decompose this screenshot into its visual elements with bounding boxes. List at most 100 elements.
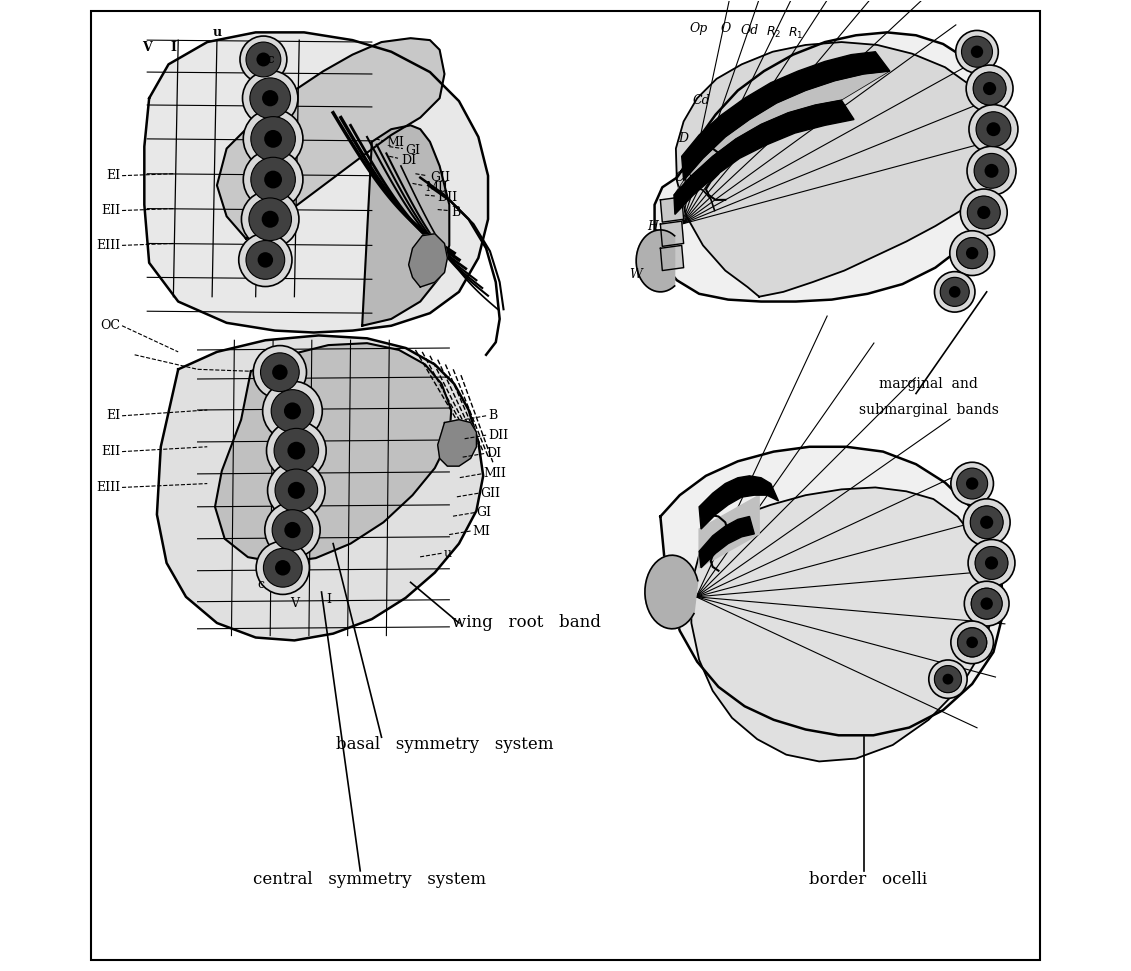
Polygon shape <box>157 335 483 641</box>
Text: W: W <box>629 268 641 281</box>
Circle shape <box>273 510 313 551</box>
Circle shape <box>262 90 278 107</box>
Text: DI: DI <box>486 447 501 460</box>
Circle shape <box>261 211 278 228</box>
Text: DII: DII <box>438 191 458 205</box>
Circle shape <box>277 471 316 510</box>
Circle shape <box>967 196 1000 229</box>
Polygon shape <box>637 230 674 292</box>
Circle shape <box>976 547 1008 579</box>
Text: EII: EII <box>101 204 120 218</box>
Text: V: V <box>290 597 299 610</box>
Circle shape <box>958 628 986 656</box>
Circle shape <box>957 468 987 499</box>
Text: MI: MI <box>473 524 491 538</box>
Circle shape <box>249 198 292 241</box>
Circle shape <box>260 352 300 391</box>
Circle shape <box>983 82 996 95</box>
Text: B: B <box>489 410 498 422</box>
Circle shape <box>239 233 292 286</box>
Polygon shape <box>438 419 476 466</box>
Circle shape <box>986 122 1001 136</box>
Circle shape <box>240 36 287 83</box>
Circle shape <box>934 272 975 312</box>
Text: basal   symmetry   system: basal symmetry system <box>336 736 553 753</box>
Polygon shape <box>661 447 1003 735</box>
Polygon shape <box>215 343 451 563</box>
Circle shape <box>977 206 991 219</box>
Text: O: O <box>720 22 731 35</box>
Polygon shape <box>674 100 854 215</box>
Circle shape <box>265 130 282 148</box>
Circle shape <box>966 247 978 259</box>
Text: GII: GII <box>430 171 450 184</box>
Circle shape <box>265 502 320 557</box>
Circle shape <box>969 105 1018 153</box>
Text: EII: EII <box>101 445 120 458</box>
Circle shape <box>241 190 299 248</box>
Circle shape <box>972 588 1002 619</box>
Text: DII: DII <box>489 428 508 442</box>
Circle shape <box>966 478 978 489</box>
Circle shape <box>970 506 1003 539</box>
Circle shape <box>242 71 297 126</box>
Circle shape <box>973 72 1007 105</box>
Circle shape <box>964 499 1010 546</box>
Circle shape <box>276 430 317 471</box>
Polygon shape <box>691 487 993 761</box>
Text: GI: GI <box>406 144 421 157</box>
Circle shape <box>265 171 282 188</box>
Circle shape <box>274 511 311 549</box>
Circle shape <box>252 159 293 200</box>
Circle shape <box>250 78 291 118</box>
Text: GII: GII <box>481 486 500 500</box>
Polygon shape <box>362 125 449 325</box>
Circle shape <box>981 597 993 610</box>
Circle shape <box>942 674 953 685</box>
Circle shape <box>268 461 325 519</box>
Circle shape <box>975 154 1008 187</box>
Text: V: V <box>143 42 152 54</box>
Circle shape <box>957 238 987 269</box>
Circle shape <box>957 238 987 268</box>
Circle shape <box>970 46 983 58</box>
Circle shape <box>256 541 310 594</box>
Polygon shape <box>699 517 754 568</box>
Circle shape <box>967 147 1016 195</box>
Circle shape <box>248 242 284 278</box>
Circle shape <box>981 516 993 529</box>
Circle shape <box>284 521 301 538</box>
Circle shape <box>274 428 319 473</box>
Circle shape <box>951 621 993 663</box>
Circle shape <box>287 482 305 499</box>
Polygon shape <box>655 32 1003 302</box>
Text: $R_1$: $R_1$ <box>788 26 804 41</box>
Circle shape <box>261 354 299 390</box>
Circle shape <box>273 364 287 380</box>
Text: central   symmetry   system: central symmetry system <box>253 871 486 888</box>
Circle shape <box>962 37 992 66</box>
Text: c: c <box>257 578 264 590</box>
Text: MII: MII <box>425 181 448 194</box>
Text: EI: EI <box>106 410 120 422</box>
Circle shape <box>275 560 291 576</box>
Text: u: u <box>443 547 451 559</box>
Circle shape <box>985 556 998 570</box>
Text: wing   root   band: wing root band <box>452 615 602 631</box>
Polygon shape <box>661 197 683 222</box>
Text: I: I <box>171 42 176 54</box>
Circle shape <box>949 286 960 298</box>
Circle shape <box>251 157 295 202</box>
Polygon shape <box>408 234 448 287</box>
Text: MII: MII <box>483 467 506 481</box>
Text: OC: OC <box>101 319 120 332</box>
Circle shape <box>267 420 326 481</box>
Circle shape <box>251 80 290 117</box>
Circle shape <box>287 442 305 459</box>
Circle shape <box>965 582 1009 626</box>
Text: DI: DI <box>400 153 416 167</box>
Text: border   ocelli: border ocelli <box>809 871 926 888</box>
Circle shape <box>972 588 1002 619</box>
Circle shape <box>956 30 999 73</box>
Text: EI: EI <box>106 169 120 183</box>
